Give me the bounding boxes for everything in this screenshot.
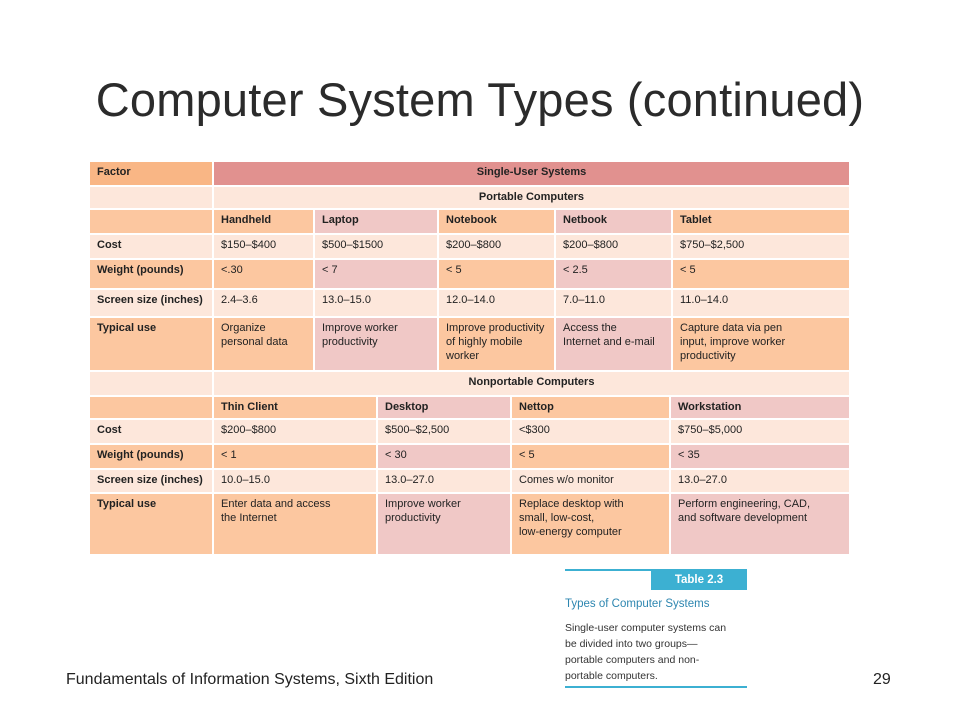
- table-cell: < 5: [512, 445, 669, 468]
- blank-cell: [90, 397, 212, 418]
- factor-label: Screen size (inches): [90, 290, 212, 316]
- table-cell: Perform engineering, CAD, and software de…: [671, 494, 849, 554]
- table-cell: $750–$2,500: [673, 235, 849, 258]
- footer-book-title: Fundamentals of Information Systems, Six…: [66, 671, 434, 688]
- single-user-header: Single-User Systems: [214, 162, 849, 185]
- table-cell: $200–$800: [556, 235, 671, 258]
- table-cell: Comes w/o monitor: [512, 470, 669, 492]
- table-cell: 13.0–27.0: [378, 470, 510, 492]
- caption-body: Single-user computer systems can be divid…: [565, 622, 727, 682]
- factor-label: Cost: [90, 420, 212, 443]
- portable-column-header: Notebook: [439, 210, 554, 233]
- table-cell: < 35: [671, 445, 849, 468]
- slide-title: Computer System Types (continued): [95, 73, 865, 126]
- table-cell: $200–$800: [439, 235, 554, 258]
- table-cell: $200–$800: [214, 420, 376, 443]
- factor-label: Weight (pounds): [90, 260, 212, 288]
- table-cell: Access the Internet and e-mail: [556, 318, 671, 370]
- table-cell: < 1: [214, 445, 376, 468]
- caption-top-rule: [565, 569, 747, 571]
- table-cell: < 5: [673, 260, 849, 288]
- computer-types-table: Factor Single-User Systems Portable Comput…: [90, 162, 851, 554]
- portable-column-header: Netbook: [556, 210, 671, 233]
- table-cell: $150–$400: [214, 235, 313, 258]
- table-cell: 11.0–14.0: [673, 290, 849, 316]
- table-cell: Organize personal data: [214, 318, 313, 370]
- table-cell: Improve productivity of highly mobile work…: [439, 318, 554, 370]
- table-cell: Enter data and access the Internet: [214, 494, 376, 554]
- caption-badge: Table 2.3: [651, 571, 747, 590]
- table-cell: $500–$2,500: [378, 420, 510, 443]
- nonportable-column-header: Desktop: [378, 397, 510, 418]
- blank-cell: [90, 187, 212, 208]
- table-cell: Improve worker productivity: [315, 318, 437, 370]
- table-cell: < 5: [439, 260, 554, 288]
- factor-label: Typical use: [90, 494, 212, 554]
- table-cell: 2.4–3.6: [214, 290, 313, 316]
- portable-column-header: Laptop: [315, 210, 437, 233]
- factor-label: Cost: [90, 235, 212, 258]
- table-cell: < 30: [378, 445, 510, 468]
- table-cell: Capture data via pen input, improve worke…: [673, 318, 849, 370]
- caption-title: Types of Computer Systems: [565, 598, 710, 610]
- blank-cell: [90, 372, 212, 395]
- table-cell: $500–$1500: [315, 235, 437, 258]
- table-cell: < 7: [315, 260, 437, 288]
- table-cell: 13.0–15.0: [315, 290, 437, 316]
- table-cell: 12.0–14.0: [439, 290, 554, 316]
- nonportable-computers-header: Nonportable Computers: [214, 372, 849, 395]
- table-cell: <.30: [214, 260, 313, 288]
- table-cell: 13.0–27.0: [671, 470, 849, 492]
- table-cell: Improve worker productivity: [378, 494, 510, 554]
- table-cell: < 2.5: [556, 260, 671, 288]
- nonportable-column-header: Nettop: [512, 397, 669, 418]
- blank-cell: [90, 210, 212, 233]
- table-cell: 10.0–15.0: [214, 470, 376, 492]
- nonportable-column-header: Thin Client: [214, 397, 376, 418]
- portable-column-header: Handheld: [214, 210, 313, 233]
- table-cell: Replace desktop with small, low-cost, low-…: [512, 494, 669, 554]
- factor-header: Factor: [90, 162, 212, 185]
- table-cell: $750–$5,000: [671, 420, 849, 443]
- caption-bottom-rule: [565, 686, 747, 688]
- portable-computers-header: Portable Computers: [214, 187, 849, 208]
- factor-label: Screen size (inches): [90, 470, 212, 492]
- table-cell: <$300: [512, 420, 669, 443]
- factor-label: Weight (pounds): [90, 445, 212, 468]
- portable-column-header: Tablet: [673, 210, 849, 233]
- nonportable-column-header: Workstation: [671, 397, 849, 418]
- table-cell: 7.0–11.0: [556, 290, 671, 316]
- page-number: 29: [873, 671, 891, 688]
- factor-label: Typical use: [90, 318, 212, 370]
